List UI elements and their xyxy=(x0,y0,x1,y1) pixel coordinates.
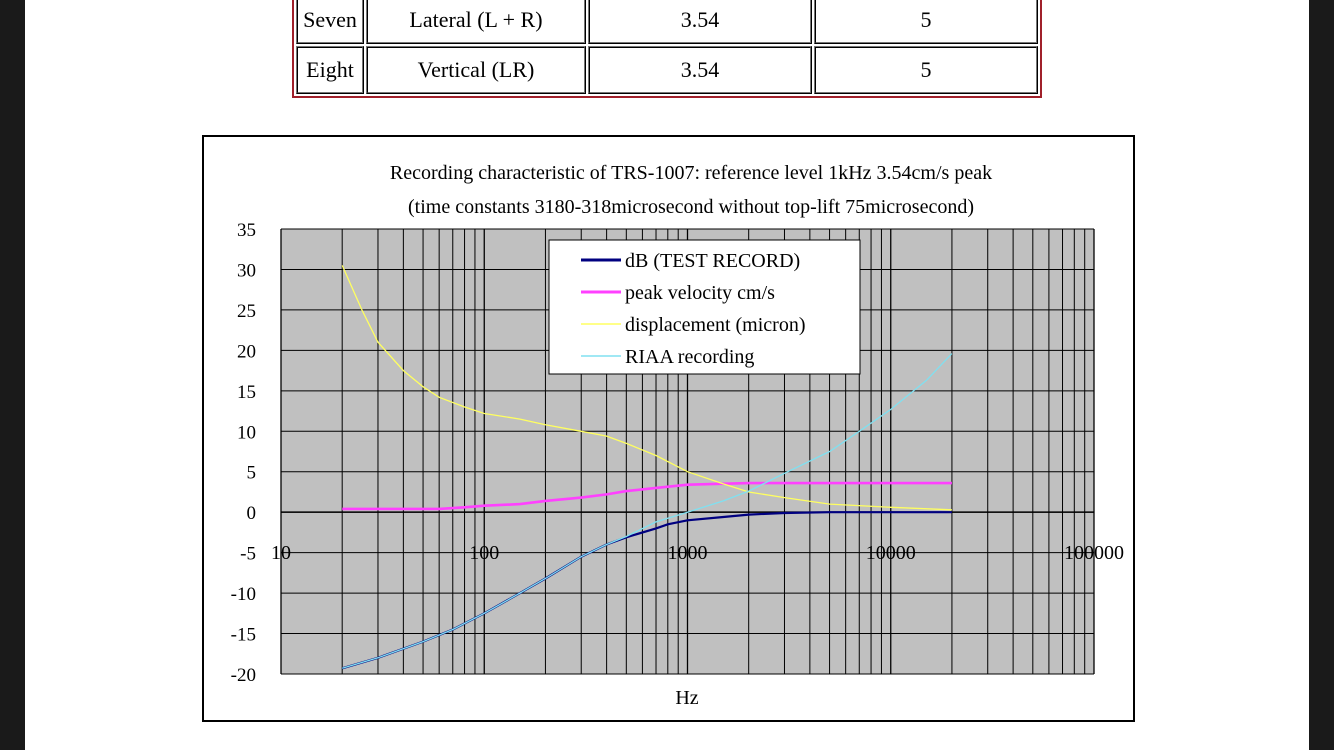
y-tick-label: 35 xyxy=(237,220,256,241)
table-cell: Vertical (LR) xyxy=(366,46,586,94)
y-tick-label: 25 xyxy=(237,301,256,322)
y-tick-label: -20 xyxy=(231,665,256,686)
legend-entry: peak velocity cm/s xyxy=(625,282,775,304)
table-cell: 5 xyxy=(814,0,1038,44)
y-tick-label: -10 xyxy=(231,584,256,605)
table-row: Seven Lateral (L + R) 3.54 5 xyxy=(296,0,1038,44)
table-cell: Lateral (L + R) xyxy=(366,0,586,44)
table-cell: Seven xyxy=(296,0,364,44)
table-row: Eight Vertical (LR) 3.54 5 xyxy=(296,46,1038,94)
x-tick-label: 10 xyxy=(271,542,291,564)
y-tick-label: 20 xyxy=(237,341,256,362)
x-tick-label: 1000 xyxy=(668,542,708,564)
chart-title: Recording characteristic of TRS-1007: re… xyxy=(390,162,992,184)
series-line xyxy=(342,353,953,669)
y-tick-label: -15 xyxy=(231,625,256,646)
legend-entry: dB (TEST RECORD) xyxy=(625,250,800,272)
y-tick-label: 10 xyxy=(237,422,256,443)
table-cell: 5 xyxy=(814,46,1038,94)
table-cell: 3.54 xyxy=(588,46,812,94)
x-tick-label: 100000 xyxy=(1064,542,1124,564)
y-tick-label: 30 xyxy=(237,260,256,281)
table-cell: 3.54 xyxy=(588,0,812,44)
page: Seven Lateral (L + R) 3.54 5 Eight Vertical (… xyxy=(25,0,1309,750)
chart-subtitle: (time constants 3180-318microsecond with… xyxy=(408,196,974,218)
chart: Recording characteristic of TRS-1007: re… xyxy=(231,162,1124,709)
series-line xyxy=(341,265,952,511)
chart-frame: Recording characteristic of TRS-1007: re… xyxy=(202,135,1135,722)
series-line xyxy=(342,481,952,511)
x-tick-label: 10000 xyxy=(866,542,916,564)
x-axis-label: Hz xyxy=(675,687,698,709)
y-tick-label: 0 xyxy=(247,503,257,524)
legend-entry: displacement (micron) xyxy=(625,314,806,336)
y-tick-label: 15 xyxy=(237,382,256,403)
x-tick-label: 100 xyxy=(469,542,499,564)
y-tick-label: -5 xyxy=(240,544,256,565)
legend-entry: RIAA recording xyxy=(625,346,754,368)
y-tick-label: 5 xyxy=(247,463,257,484)
legend-box xyxy=(548,239,861,375)
table-cell: Eight xyxy=(296,46,364,94)
data-table: Seven Lateral (L + R) 3.54 5 Eight Vertical (… xyxy=(292,0,1042,98)
